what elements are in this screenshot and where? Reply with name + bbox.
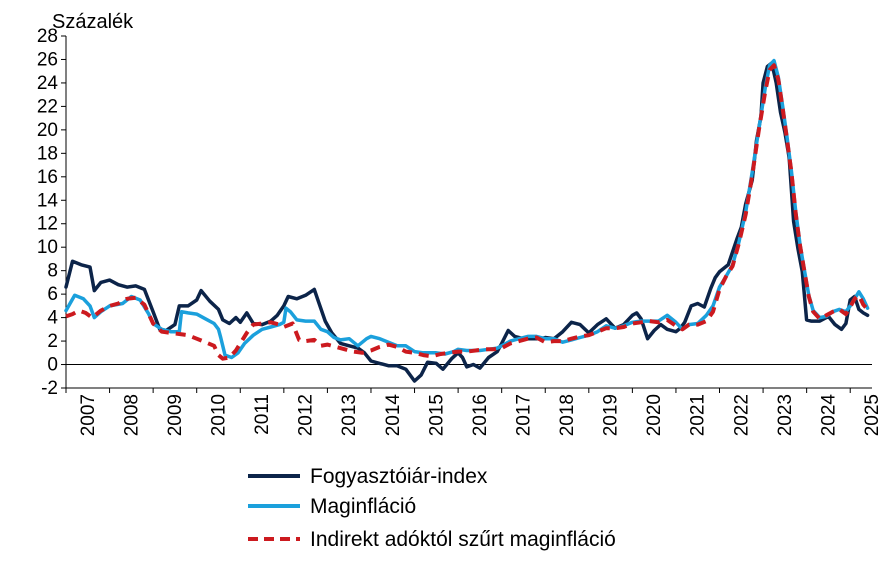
legend-label-1: Fogyasztóiár-index — [310, 465, 488, 488]
legend-label-2: Maginfláció — [310, 495, 416, 518]
legend-label-3: Indirekt adóktól szűrt maginfláció — [310, 528, 616, 551]
x-tick-label: 2009 — [165, 394, 186, 436]
x-tick-label: 2015 — [426, 394, 447, 436]
y-tick-label: 20 — [37, 120, 58, 141]
x-tick-label: 2018 — [557, 394, 578, 436]
y-tick-label: 18 — [37, 143, 58, 164]
y-tick-label: 14 — [37, 190, 59, 211]
series-line-3 — [65, 63, 870, 361]
y-tick-label: 12 — [37, 214, 58, 235]
x-tick-label: 2012 — [296, 394, 317, 436]
y-tick-label: 16 — [37, 167, 58, 188]
y-tick-label: 8 — [47, 261, 58, 282]
y-axis-label: Százalék — [52, 11, 134, 33]
x-tick-label: 2007 — [78, 394, 99, 436]
x-tick-label: 2024 — [818, 394, 839, 437]
y-tick-label: 22 — [37, 96, 58, 117]
series-line-2 — [64, 58, 870, 360]
x-tick-label: 2021 — [688, 394, 709, 436]
y-tick-label: -2 — [41, 378, 58, 399]
legend: Fogyasztóiár-index Maginfláció Indirekt ad… — [248, 465, 616, 551]
x-tick-label: 2014 — [383, 394, 404, 437]
y-tick-label: 10 — [37, 237, 58, 258]
x-axis: 2007 2008 2009 2010 2011 2012 2013 2014 2015 2016… — [65, 388, 883, 437]
y-tick-label: 2 — [47, 331, 58, 352]
y-tick-label: 24 — [37, 73, 59, 94]
y-tick-label: 4 — [47, 308, 58, 329]
x-tick-label: 2017 — [513, 394, 534, 436]
y-tick-label: 6 — [47, 284, 58, 305]
series-line-1 — [64, 61, 870, 383]
x-tick-label: 2025 — [862, 394, 883, 436]
x-tick-label: 2013 — [339, 394, 360, 436]
x-tick-label: 2008 — [121, 394, 142, 436]
y-tick-label: 0 — [47, 355, 58, 376]
x-tick-label: 2010 — [208, 394, 229, 436]
x-tick-label: 2019 — [601, 394, 622, 436]
y-tick-label: 28 — [37, 26, 58, 47]
y-tick-label: 26 — [37, 49, 58, 70]
x-tick-label: 2023 — [775, 394, 796, 436]
x-tick-label: 2020 — [644, 394, 665, 436]
x-tick-label: 2011 — [252, 394, 273, 435]
x-tick-label: 2016 — [470, 394, 491, 436]
x-tick-label: 2022 — [731, 394, 752, 436]
series-layer — [64, 58, 870, 383]
